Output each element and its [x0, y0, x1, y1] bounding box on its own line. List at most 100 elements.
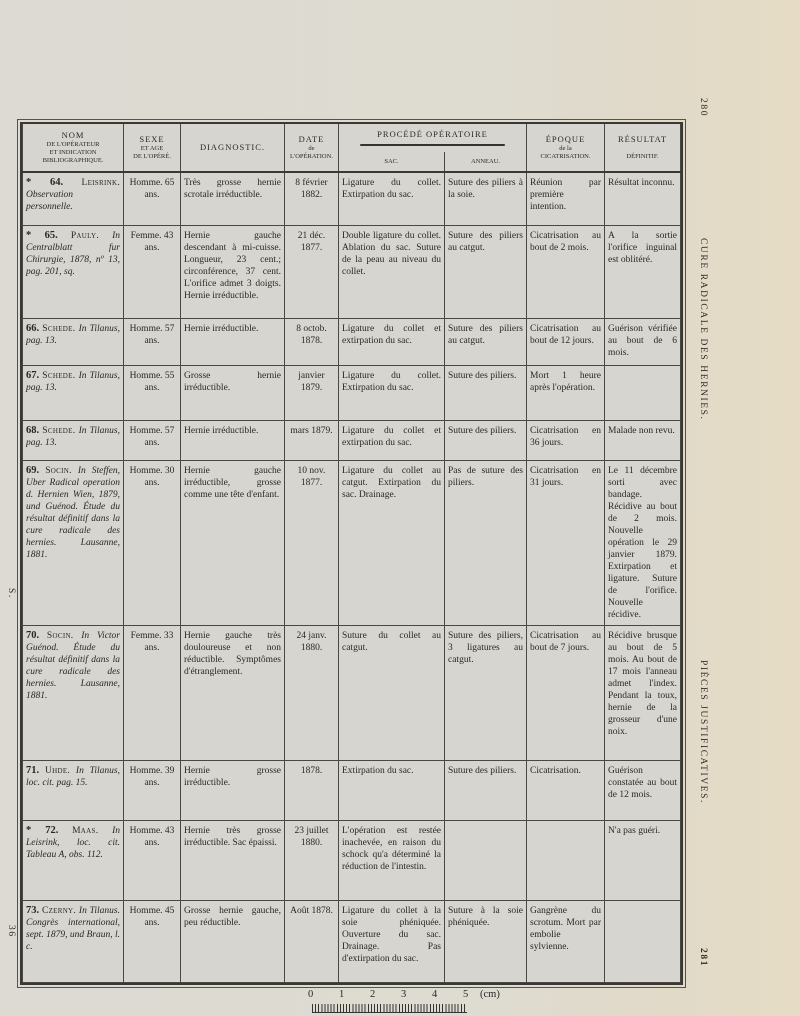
cell-sexe: Homme. 39 ans.	[123, 760, 181, 821]
operator-name: Schede.	[42, 323, 76, 334]
cell-epoque: Cicatrisation au bout de 7 jours.	[526, 625, 605, 761]
cell-resultat: Résultat inconnu.	[604, 172, 681, 226]
cell-anneau: Suture des piliers.	[444, 760, 527, 821]
cell-resultat: Malade non revu.	[604, 420, 681, 461]
cell-anneau: Suture des piliers au catgut.	[444, 225, 527, 319]
cell-anneau	[444, 820, 527, 901]
cell-diagnostic: Hernie gauche descendant à mi-cuisse. Lo…	[180, 225, 285, 319]
cell-resultat: N'a pas guéri.	[604, 820, 681, 901]
cell-sexe: Homme. 55 ans.	[123, 365, 181, 421]
bibliographic-reference: In Tilanus, pag. 13.	[26, 425, 121, 448]
bibliographic-reference: In Steffen, Uber Radical operation d. He…	[26, 465, 121, 560]
running-title-left: CURE RADICALE DES HERNIES.	[698, 238, 708, 421]
ruler-label: 4	[432, 989, 438, 1000]
case-number: 73.	[26, 904, 40, 916]
cell-sexe: Homme. 45 ans.	[123, 900, 181, 983]
cell-sexe: Homme. 43 ans.	[123, 820, 181, 901]
cell-anneau: Suture des piliers au catgut.	[444, 318, 527, 366]
ruler-label: 2	[370, 989, 376, 1000]
cell-nom: * 64. Leisrink. Observation personnelle.	[22, 172, 124, 226]
operator-name: Leisrink.	[81, 178, 120, 188]
bibliographic-reference: In Tilanus, pag. 13.	[26, 370, 121, 393]
operator-name: Maas.	[72, 825, 99, 836]
header-diagnostic: DIAGNOSTIC.	[180, 124, 285, 173]
cell-diagnostic: Hernie très grosse irréductible. Sac épa…	[180, 820, 285, 901]
cell-anneau: Suture des piliers, 3 ligatures au catgu…	[444, 625, 527, 761]
cell-nom: 67. Schede. In Tilanus, pag. 13.	[22, 365, 124, 421]
table-row: 68. Schede. In Tilanus, pag. 13. Homme. 5…	[22, 420, 681, 461]
case-number: * 72.	[26, 824, 59, 836]
cell-resultat: Guérison vérifiée au bout de 6 mois.	[604, 318, 681, 366]
cell-date: janvier 1879.	[284, 365, 339, 421]
cell-sac: Ligature du collet au catgut. Extirpatio…	[338, 460, 445, 626]
cell-sac: L'opération est restée inachevée, en rai…	[338, 820, 445, 901]
cell-diagnostic: Hernie gauche très douloureuse et non ré…	[180, 625, 285, 761]
cell-sac: Ligature du collet et extirpation du sac…	[338, 318, 445, 366]
cell-diagnostic: Hernie irréductible.	[180, 318, 285, 366]
cell-sac: Ligature du collet. Extirpation du sac.	[338, 172, 445, 226]
header-sac: SAC.	[338, 152, 445, 173]
table-row: * 72. Maas. In Leisrink, loc. cit. Table…	[22, 820, 681, 901]
bibliographic-reference: In Tilanus, loc. cit. pag. 15.	[26, 765, 121, 788]
cell-nom: 70. Socin. In Victor Guénod. Étude du ré…	[22, 625, 124, 761]
cell-date: 24 janv. 1880.	[284, 625, 339, 761]
case-number: * 64.	[26, 177, 64, 188]
operator-name: Socin.	[46, 630, 74, 641]
page-number-left: 280	[698, 98, 708, 118]
header-anneau: ANNEAU.	[444, 152, 527, 173]
operator-name: Schede.	[42, 425, 76, 436]
operator-name: Czerny.	[41, 905, 77, 916]
cell-sexe: Homme. 57 ans.	[123, 420, 181, 461]
cell-diagnostic: Très grosse hernie scrotale irréductible…	[180, 172, 285, 226]
table-row: * 64. Leisrink. Observation personnelle.…	[22, 172, 681, 226]
ruler-unit: (cm)	[480, 989, 500, 1000]
case-number: 68.	[26, 424, 40, 436]
cases-table: NOM DE L'OPÉRATEUR ET INDICATION BIBLIOGRAP…	[17, 119, 686, 988]
case-number: 66.	[26, 322, 40, 334]
cell-sexe: Femme. 33 ans.	[123, 625, 181, 761]
cell-epoque: Cicatrisation au bout de 12 jours.	[526, 318, 605, 366]
cell-nom: 73. Czerny. In Tilanus. Congrès internat…	[22, 900, 124, 983]
header-date: DATE de L'OPÉRATION.	[284, 124, 339, 173]
cell-date: 10 nov. 1877.	[284, 460, 339, 626]
cell-sac: Ligature du collet. Extirpation du sac.	[338, 365, 445, 421]
cell-sexe: Homme. 65 ans.	[123, 172, 181, 226]
signature-mark: S.	[6, 588, 16, 599]
table-row: 69. Socin. In Steffen, Uber Radical oper…	[22, 460, 681, 626]
cell-nom: 68. Schede. In Tilanus, pag. 13.	[22, 420, 124, 461]
cell-anneau: Suture à la soie phéniquée.	[444, 900, 527, 983]
cell-nom: * 72. Maas. In Leisrink, loc. cit. Table…	[22, 820, 124, 901]
cell-nom: 66. Schede. In Tilanus, pag. 13.	[22, 318, 124, 366]
cell-sac: Double ligature du collet. Ablation du s…	[338, 225, 445, 319]
cell-anneau: Suture des piliers.	[444, 365, 527, 421]
case-number: 71.	[26, 764, 40, 776]
scale-ruler: 0 1 2 3 4 5 (cm)	[300, 989, 520, 1015]
operator-name: Schede.	[42, 370, 76, 381]
operator-name: Pauly.	[70, 230, 100, 241]
cell-resultat	[604, 365, 681, 421]
bibliographic-reference: In Tilanus, pag. 13.	[26, 323, 121, 346]
table-row: * 65. Pauly. In Centralblatt fur Chirurg…	[22, 225, 681, 319]
table-row: 73. Czerny. In Tilanus. Congrès internat…	[22, 900, 681, 983]
header-procede: PROCÉDÉ OPÉRATOIRE	[338, 124, 527, 152]
cell-sexe: Femme. 43 ans.	[123, 225, 181, 319]
table-row: 71. Uhde. In Tilanus, loc. cit. pag. 15.…	[22, 760, 681, 821]
case-number: 67.	[26, 369, 40, 381]
cell-resultat	[604, 900, 681, 983]
cell-diagnostic: Grosse hernie gauche, peu réductible.	[180, 900, 285, 983]
cell-sac: Suture du collet au catgut.	[338, 625, 445, 761]
cell-epoque: Cicatrisation au bout de 2 mois.	[526, 225, 605, 319]
bibliographic-reference: In Centralblatt fur Chirurgie, 1878, nº …	[26, 230, 121, 277]
ruler-label: 5	[463, 989, 469, 1000]
cell-epoque: Cicatrisation.	[526, 760, 605, 821]
cell-sac: Ligature du collet et extirpation du sac…	[338, 420, 445, 461]
case-number: 69.	[26, 464, 40, 476]
cell-date: Août 1878.	[284, 900, 339, 983]
cell-date: 21 déc. 1877.	[284, 225, 339, 319]
ruler-label: 0	[308, 989, 314, 1000]
cell-diagnostic: Hernie grosse irréductible.	[180, 760, 285, 821]
cell-nom: 71. Uhde. In Tilanus, loc. cit. pag. 15.	[22, 760, 124, 821]
cell-epoque: Mort 1 heure après l'opération.	[526, 365, 605, 421]
cell-sexe: Homme. 30 ans.	[123, 460, 181, 626]
cell-anneau: Suture des piliers.	[444, 420, 527, 461]
